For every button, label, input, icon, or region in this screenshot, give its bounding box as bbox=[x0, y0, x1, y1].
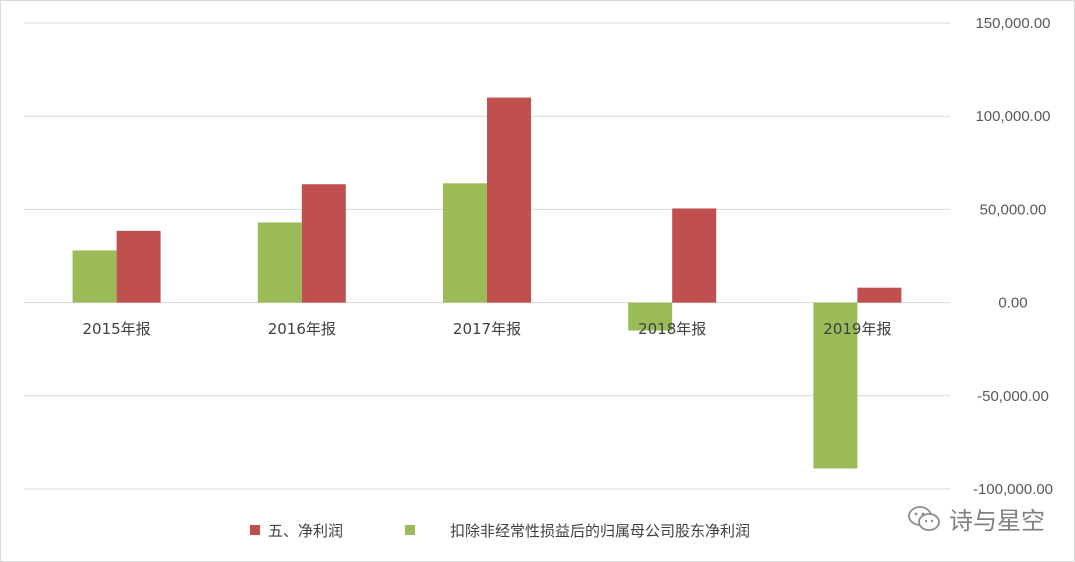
y-tick-label: -50,000.00 bbox=[977, 388, 1049, 405]
bar-net-profit-1 bbox=[116, 230, 161, 303]
bar-net-profit-3 bbox=[487, 97, 531, 303]
y-tick-label: 150,000.00 bbox=[975, 15, 1050, 32]
bar-deducted-net-profit-4 bbox=[628, 302, 673, 331]
bar-net-profit-2 bbox=[301, 184, 346, 303]
bar-deducted-net-profit-3 bbox=[443, 183, 487, 303]
y-tick-label: 50,000.00 bbox=[980, 201, 1047, 218]
y-tick-label: 0.00 bbox=[998, 295, 1027, 312]
y-tick-labels: 150,000.00 100,000.00 50,000.00 0.00 -50,000… bbox=[973, 15, 1053, 498]
wechat-icon bbox=[908, 505, 940, 531]
legend-swatch bbox=[405, 525, 415, 535]
x-tick-labels: 2015年报 2016年报 2017年报 2018年报 2019年报 bbox=[83, 320, 892, 338]
x-tick-label: 2017年报 bbox=[453, 320, 521, 338]
bar-deducted-net-profit-2 bbox=[257, 222, 302, 303]
bars bbox=[72, 97, 902, 469]
y-tick-label: -100,000.00 bbox=[973, 481, 1053, 498]
legend-label: 扣除非经常性损益后的归属母公司股东净利润 bbox=[450, 522, 750, 540]
legend-swatch bbox=[250, 525, 260, 535]
x-tick-label: 2015年报 bbox=[83, 320, 151, 338]
x-tick-label: 2016年报 bbox=[268, 320, 336, 338]
x-tick-label: 2018年报 bbox=[638, 320, 706, 338]
x-tick-label: 2019年报 bbox=[823, 320, 891, 338]
y-tick-label: 100,000.00 bbox=[975, 108, 1050, 125]
legend: 五、净利润 扣除非经常性损益后的归属母公司股东净利润 bbox=[250, 522, 750, 540]
bar-deducted-net-profit-5 bbox=[813, 302, 858, 469]
bar-net-profit-4 bbox=[672, 208, 717, 303]
legend-label: 五、净利润 bbox=[268, 522, 343, 540]
gridlines bbox=[24, 22, 950, 490]
watermark-text: 诗与星空 bbox=[949, 507, 1045, 535]
watermark: 诗与星空 bbox=[907, 501, 1045, 536]
bar-net-profit-5 bbox=[857, 287, 902, 303]
bar-deducted-net-profit-1 bbox=[72, 250, 117, 303]
